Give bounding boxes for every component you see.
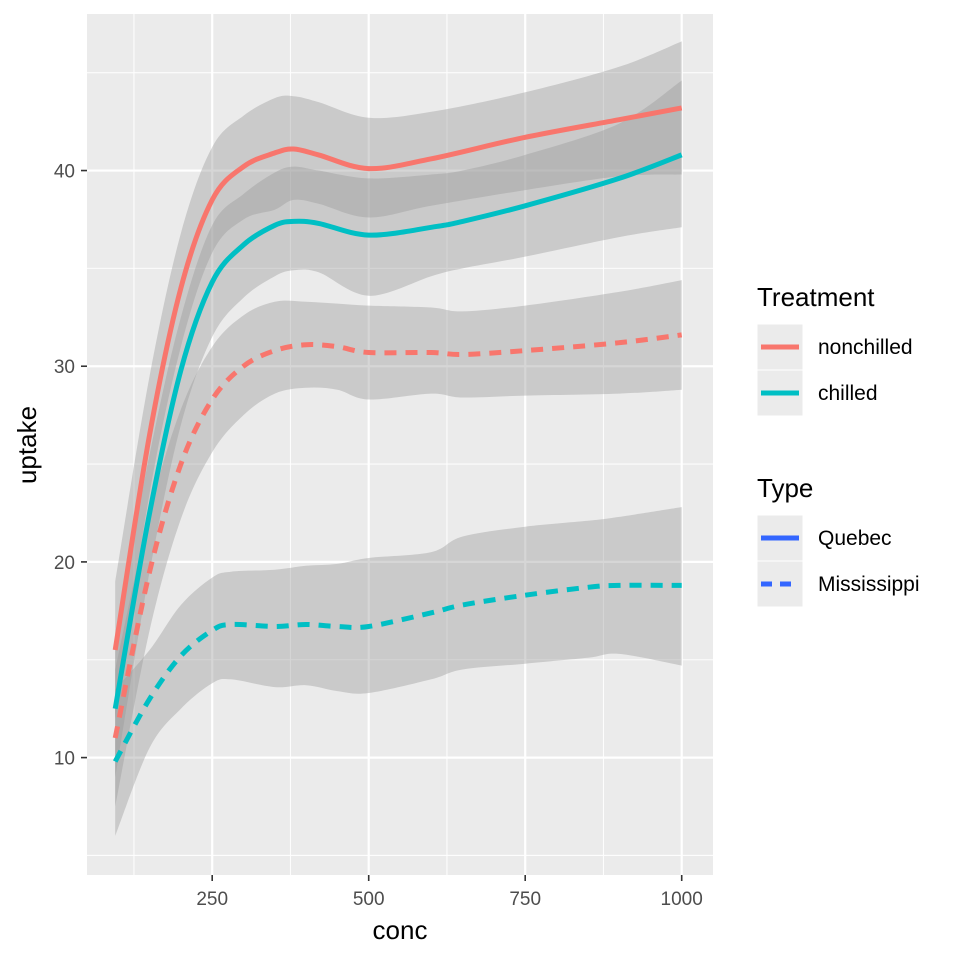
y-tick-label: 40 xyxy=(54,162,75,183)
confidence-band-nonchilled-quebec xyxy=(115,41,682,719)
smooth-line-chilled-mississippi xyxy=(113,582,682,763)
confidence-band-chilled-quebec xyxy=(115,80,682,778)
confidence-band-nonchilled-mississippi xyxy=(115,280,682,807)
x-tick-label: 500 xyxy=(353,889,385,910)
legend-label: chilled xyxy=(818,382,878,405)
legend-label: nonchilled xyxy=(818,336,913,359)
axis-ticks xyxy=(81,169,683,881)
y-tick-label: 10 xyxy=(54,749,75,770)
smooth-lines xyxy=(112,105,683,763)
legend-treatment: Treatment nonchilled chilled xyxy=(756,282,913,417)
x-tick-label: 1000 xyxy=(661,889,703,910)
smooth-line-nonchilled-quebec xyxy=(112,105,683,651)
confidence-band-chilled-mississippi xyxy=(115,507,682,836)
plot-panel xyxy=(87,14,713,875)
legend-label: Quebec xyxy=(818,527,892,550)
legends: Treatment nonchilled chilled Type Quebec Miss… xyxy=(756,282,920,608)
x-axis-title: conc xyxy=(373,915,428,945)
tick-labels: 250 500 750 1000 10 20 30 40 xyxy=(54,162,703,910)
legend-title: Treatment xyxy=(757,282,875,312)
y-tick-label: 30 xyxy=(54,357,75,378)
smooth-line-nonchilled-mississippi xyxy=(112,332,683,739)
legend-type: Type Quebec Mississippi xyxy=(756,473,920,608)
legend-label: Mississippi xyxy=(818,573,920,596)
y-tick-label: 20 xyxy=(54,553,75,574)
legend-title: Type xyxy=(757,473,813,503)
confidence-bands xyxy=(115,41,682,836)
smooth-line-chilled-quebec xyxy=(112,152,683,710)
y-axis-title: uptake xyxy=(12,406,42,484)
minor-gridlines xyxy=(87,14,713,875)
x-tick-label: 750 xyxy=(509,889,541,910)
x-tick-label: 250 xyxy=(196,889,228,910)
